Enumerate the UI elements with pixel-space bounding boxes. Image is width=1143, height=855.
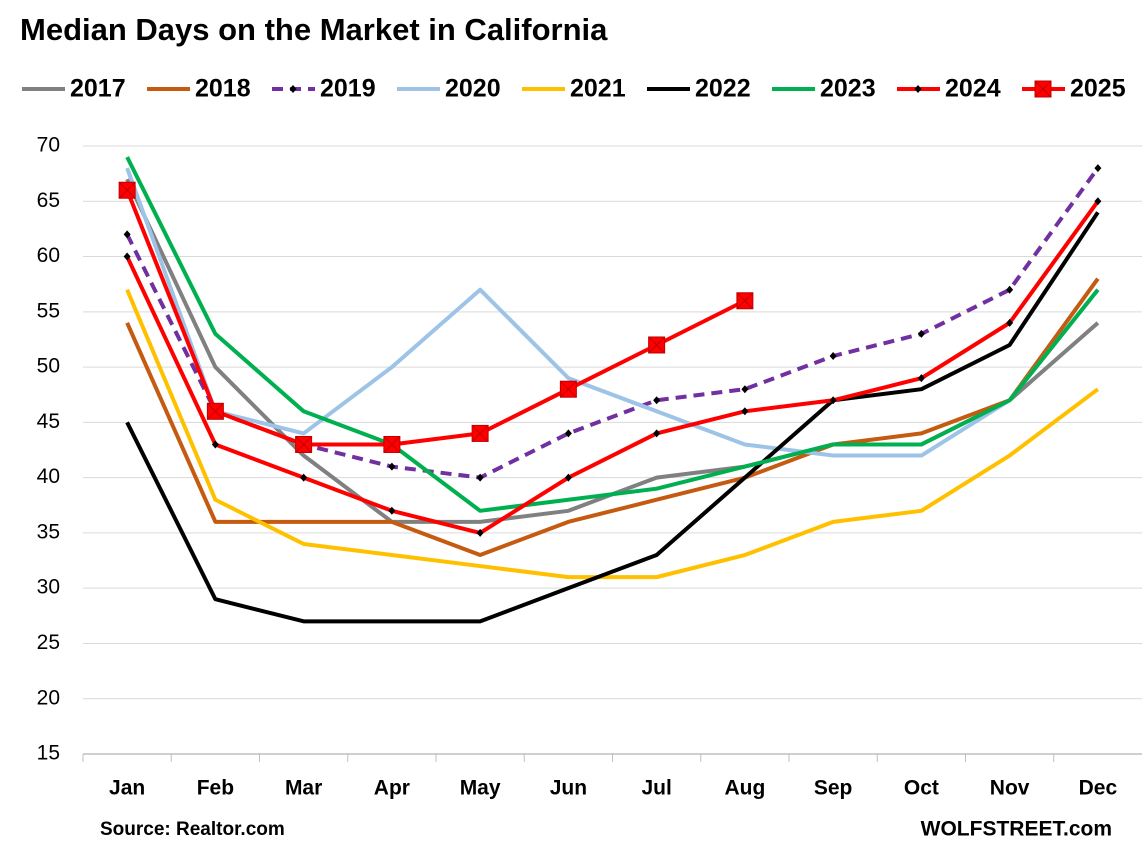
legend-label: 2024 <box>945 75 1001 103</box>
x-tick-label: Aug <box>724 777 765 800</box>
point-marker <box>829 352 837 361</box>
legend-label: 2025 <box>1070 75 1126 103</box>
series-line <box>125 200 1100 535</box>
point-marker <box>917 329 925 338</box>
y-tick-label: 25 <box>37 631 60 654</box>
x-tick-label: Sep <box>814 777 853 800</box>
x-tick-label: Jul <box>641 777 671 800</box>
series-line <box>125 277 1100 558</box>
marker-cross <box>207 402 224 420</box>
point-marker <box>917 374 925 383</box>
marker-cross <box>648 336 665 354</box>
point-marker <box>741 407 749 416</box>
x-tick-label: Feb <box>197 777 234 800</box>
y-tick-label: 35 <box>37 520 60 543</box>
point-marker <box>1094 164 1102 173</box>
marker-cross <box>383 436 401 453</box>
y-tick-label: 70 <box>37 134 60 157</box>
marker-cross <box>471 425 489 442</box>
marker-cross <box>560 380 577 398</box>
marker-cross <box>736 292 754 310</box>
y-tick-label: 55 <box>37 299 60 322</box>
y-tick-label: 15 <box>37 742 60 765</box>
legend-label: 2018 <box>195 75 251 103</box>
x-tick-label: Mar <box>285 777 322 800</box>
point-marker <box>564 429 572 438</box>
series-line <box>125 167 1100 458</box>
point-marker <box>388 506 396 515</box>
point-marker <box>123 252 131 261</box>
point-marker <box>829 396 837 405</box>
series-line <box>125 189 746 447</box>
point-marker <box>1094 197 1102 206</box>
point-marker <box>211 440 219 449</box>
point-marker <box>1006 285 1014 294</box>
point-marker <box>653 429 661 438</box>
y-tick-label: 65 <box>37 189 60 212</box>
point-marker <box>564 473 572 482</box>
point-marker <box>741 385 749 394</box>
legend-label: 2023 <box>820 75 876 103</box>
legend-label: 2020 <box>445 75 501 103</box>
point-marker <box>653 396 661 405</box>
series-line <box>125 156 1100 513</box>
point-marker <box>289 85 297 93</box>
x-tick-label: Apr <box>374 777 410 800</box>
x-tick-label: Jun <box>550 777 587 800</box>
marker-cross <box>295 436 312 453</box>
x-tick-label: May <box>460 777 501 800</box>
marker-cross <box>1034 80 1052 98</box>
point-marker <box>300 473 308 482</box>
point-marker <box>1006 318 1014 327</box>
credit: WOLFSTREET.com <box>921 818 1112 841</box>
legend-label: 2019 <box>320 75 376 103</box>
y-tick-label: 30 <box>37 576 60 599</box>
x-tick-label: Jan <box>109 777 145 800</box>
point-marker <box>476 528 484 537</box>
x-tick-label: Nov <box>990 777 1030 800</box>
series-line <box>125 288 1100 580</box>
y-tick-label: 40 <box>37 465 60 488</box>
y-tick-label: 50 <box>37 355 60 378</box>
y-tick-label: 20 <box>37 686 60 709</box>
y-tick-label: 45 <box>37 410 60 433</box>
point-marker <box>123 230 131 239</box>
x-tick-label: Oct <box>904 777 939 800</box>
x-tick-label: Dec <box>1079 777 1118 800</box>
source: Source: Realtor.com <box>100 819 285 840</box>
chart-title: Median Days on the Market in California <box>20 12 608 47</box>
y-tick-label: 60 <box>37 244 60 267</box>
point-marker <box>388 462 396 471</box>
series-line <box>125 211 1100 624</box>
marker-cross <box>118 181 136 199</box>
point-marker <box>476 473 484 482</box>
legend-label: 2021 <box>570 75 626 103</box>
legend-label: 2022 <box>695 75 751 103</box>
point-marker <box>914 85 922 93</box>
legend-label: 2017 <box>70 75 126 103</box>
